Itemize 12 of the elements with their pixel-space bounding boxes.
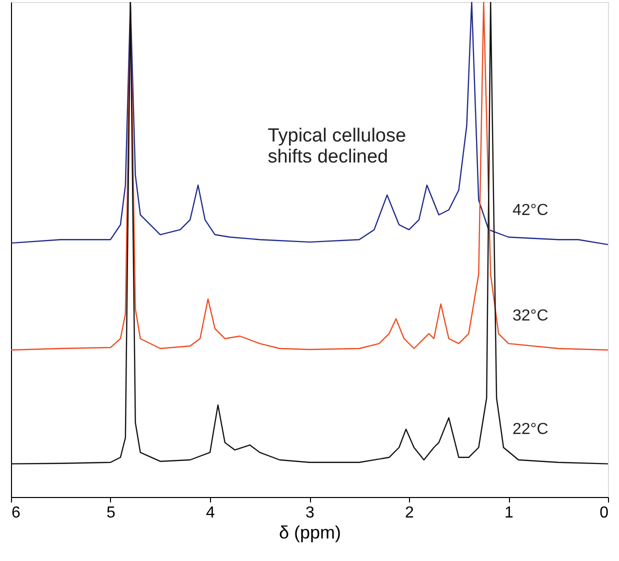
series-label: 32°C (512, 307, 548, 324)
x-tick-label: 3 (306, 504, 315, 522)
annotation: Typical cellulose shifts declined (268, 126, 406, 168)
x-tick-label: 2 (405, 504, 414, 522)
x-tick-label: 6 (12, 504, 20, 522)
series-label: 42°C (512, 202, 548, 219)
x-tick-label: 4 (206, 504, 216, 522)
series-label: 22°C (512, 421, 548, 438)
x-tick-label: 0 (600, 504, 609, 522)
x-axis-title: δ (ppm) (278, 522, 342, 542)
x-tick-label: 5 (106, 504, 116, 522)
x-tick-label: 1 (504, 504, 514, 522)
